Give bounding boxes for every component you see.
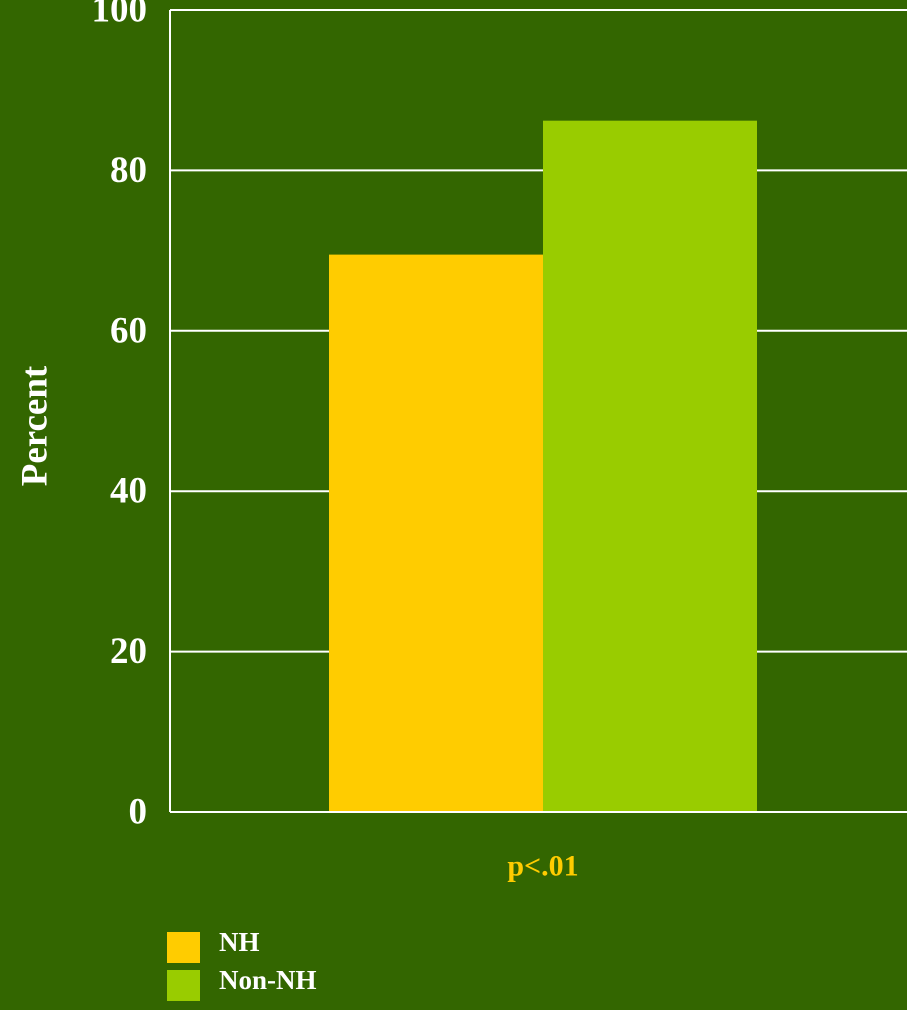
- y-tick-0: 0: [129, 792, 148, 833]
- bars: [329, 120, 757, 813]
- y-tick-60: 60: [110, 310, 147, 351]
- legend-swatch-nh: [167, 932, 200, 963]
- legend-swatch-non-nh: [167, 970, 200, 1001]
- legend-label-non-nh: Non-NH: [219, 965, 317, 995]
- legend-item-non-nh: Non-NH: [167, 965, 427, 1002]
- y-tick-80: 80: [110, 150, 147, 191]
- bar-nh: [329, 254, 543, 813]
- legend-label-nh: NH: [219, 927, 260, 957]
- y-tick-labels: 0 20 40 60 80 100: [92, 0, 148, 833]
- x-tick-labels: p<.01: [507, 850, 578, 883]
- y-tick-20: 20: [110, 631, 147, 672]
- y-axis-title: Percent: [15, 365, 56, 486]
- y-tick-40: 40: [110, 471, 147, 512]
- x-tick-label: p<.01: [507, 850, 578, 883]
- bar-non-nh: [543, 120, 757, 812]
- y-tick-100: 100: [92, 0, 148, 31]
- legend-item-nh: NH: [167, 927, 427, 964]
